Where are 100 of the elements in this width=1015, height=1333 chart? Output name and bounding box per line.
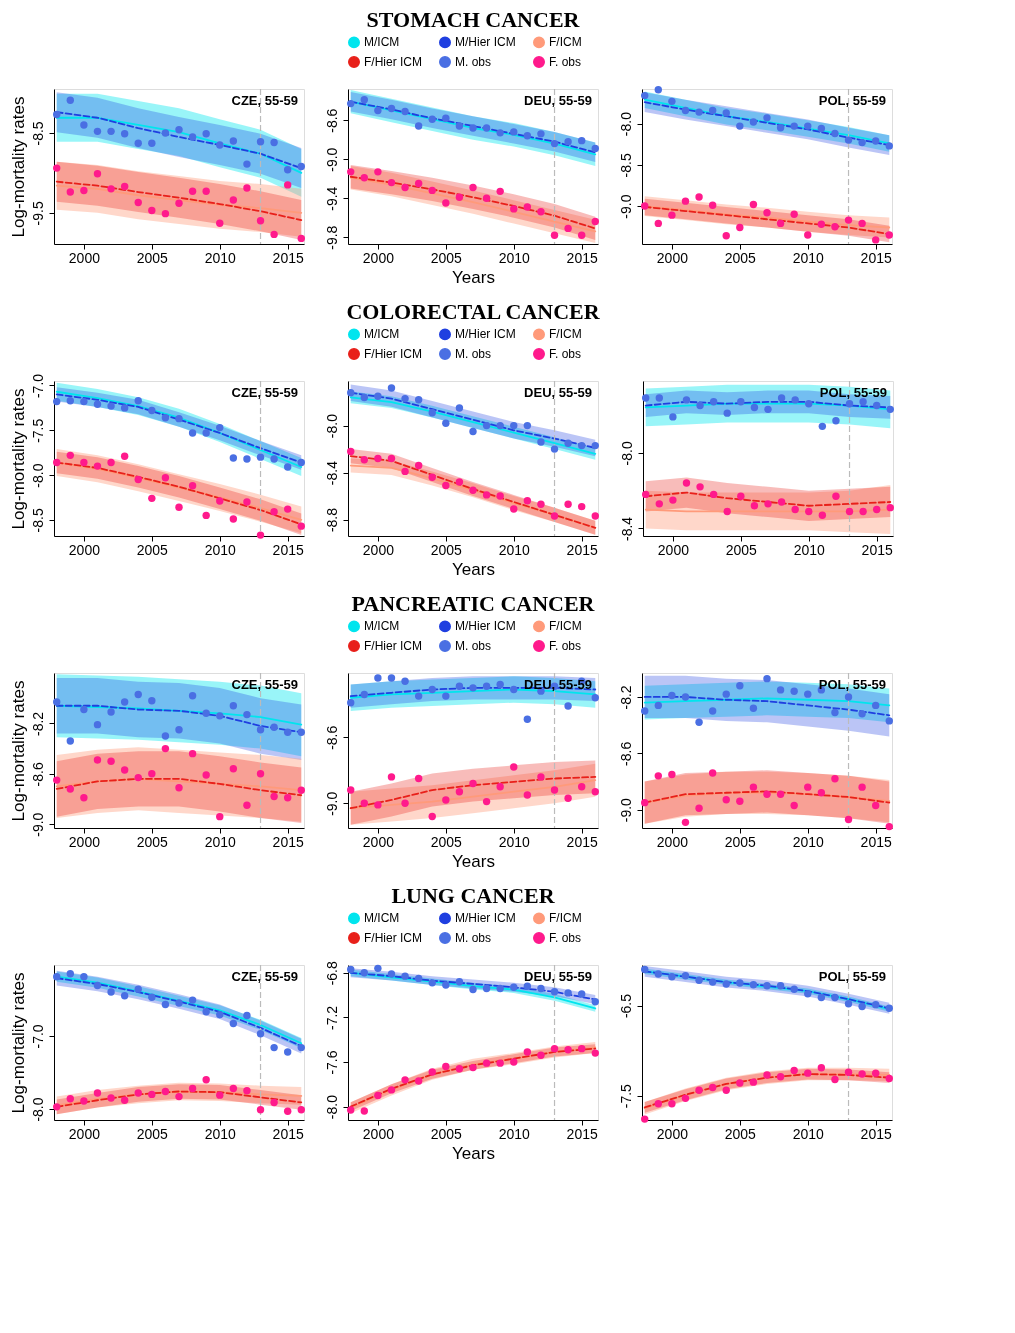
point: [695, 804, 703, 812]
point: [216, 497, 224, 505]
point: [216, 423, 224, 432]
point: [695, 718, 703, 727]
point: [577, 1044, 586, 1053]
x-tick-label: 2005: [430, 541, 463, 558]
point: [243, 801, 251, 810]
point: [347, 1106, 355, 1114]
point: [216, 219, 224, 227]
x-tick-label: 2015: [272, 249, 304, 266]
point: [722, 796, 730, 804]
y-tick-label: -7.0: [29, 373, 46, 399]
x-tick-label: 2000: [657, 541, 690, 558]
x-axis-title: Years: [452, 267, 495, 287]
point: [763, 208, 771, 217]
x-tick-label: 2000: [68, 833, 101, 850]
point: [107, 1094, 115, 1102]
point: [256, 770, 265, 778]
legend-label: F/ICM: [549, 35, 582, 50]
point: [749, 981, 758, 989]
point: [496, 984, 504, 993]
point: [270, 138, 278, 147]
point: [80, 973, 88, 981]
point: [188, 133, 197, 141]
point: [469, 1063, 477, 1072]
x-tick-label: 2000: [362, 541, 395, 558]
point: [414, 692, 423, 700]
point: [871, 701, 880, 710]
point: [107, 708, 115, 716]
point: [428, 473, 436, 481]
point: [709, 490, 718, 499]
point: [134, 397, 142, 405]
point: [564, 137, 572, 146]
point: [523, 497, 532, 505]
point: [387, 384, 396, 392]
annotation: POL, 55-59: [818, 677, 886, 692]
x-tick-label: 2000: [362, 1125, 395, 1142]
y-tick-label: -7.0: [29, 1024, 46, 1049]
point: [708, 106, 717, 115]
point: [455, 193, 464, 201]
point: [871, 1069, 880, 1077]
point: [591, 788, 599, 796]
point: [550, 231, 559, 239]
point: [872, 505, 881, 514]
x-tick-label: 2010: [792, 249, 825, 266]
legend-label: M/Hier ICM: [455, 35, 516, 50]
point: [66, 451, 75, 460]
point: [844, 1000, 853, 1008]
point: [387, 104, 396, 113]
point: [818, 422, 827, 431]
point: [469, 183, 477, 192]
point: [229, 196, 238, 204]
legend-label: F/Hier ICM: [364, 347, 422, 361]
point: [387, 178, 396, 187]
point: [482, 1059, 491, 1067]
point: [270, 455, 278, 463]
point: [80, 1097, 88, 1105]
x-tick-label: 2005: [430, 249, 463, 266]
point: [764, 500, 772, 508]
point: [188, 429, 197, 437]
point: [722, 1086, 730, 1094]
point: [401, 972, 409, 980]
point: [161, 744, 170, 753]
x-tick-label: 2015: [272, 833, 304, 850]
point: [455, 404, 464, 412]
point: [428, 685, 436, 694]
point: [790, 801, 798, 810]
y-tick-label: -8.0: [29, 1097, 46, 1122]
point: [654, 970, 663, 978]
x-tick-label: 2015: [860, 249, 892, 266]
point: [695, 108, 703, 116]
point: [401, 107, 409, 116]
point: [844, 216, 853, 224]
point: [107, 988, 115, 996]
annotation: DEU, 55-59: [524, 969, 592, 984]
point: [283, 1107, 292, 1115]
point: [107, 458, 115, 467]
x-tick-label: 2010: [792, 1125, 825, 1142]
point: [53, 164, 61, 172]
point: [428, 115, 436, 123]
point: [297, 162, 305, 171]
point: [401, 799, 409, 807]
legend-label: M/Hier ICM: [455, 619, 516, 634]
point: [496, 492, 504, 500]
point: [202, 771, 210, 779]
legend-label: F. obs: [549, 55, 582, 69]
point: [736, 797, 744, 805]
point: [695, 193, 703, 201]
point: [776, 686, 785, 694]
point: [283, 505, 292, 513]
point: [270, 1043, 278, 1052]
point: [510, 1058, 518, 1066]
point: [107, 127, 115, 136]
point: [695, 1086, 703, 1094]
point: [93, 127, 102, 136]
point: [414, 1077, 423, 1085]
legend-label: M. obs: [455, 347, 492, 361]
point: [188, 691, 197, 700]
legend-label: M/ICM: [364, 35, 400, 50]
legend-label: M. obs: [455, 931, 492, 945]
